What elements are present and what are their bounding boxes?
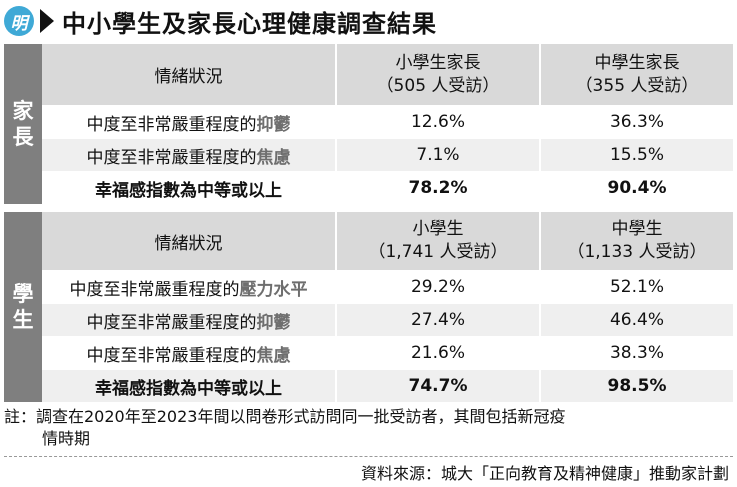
students-side-label: 學 生 — [4, 212, 42, 402]
newspaper-logo: 明 — [4, 6, 34, 36]
col-b-name: 中學生家長 — [594, 52, 680, 73]
row-value-a: 74.7% — [335, 370, 539, 402]
row-value-b: 15.5% — [539, 139, 733, 171]
col-a-sample: （1,741 人受訪） — [368, 242, 508, 262]
row-value-a: 12.6% — [335, 106, 539, 138]
table-header-row: 情緒狀況 小學生 （1,741 人受訪） 中學生 （1,133 人受訪） — [42, 212, 733, 270]
row-label: 中度至非常嚴重程度的 焦慮 — [42, 337, 335, 369]
row-value-b: 36.3% — [539, 106, 733, 138]
col-a-name: 小學生 — [412, 219, 464, 239]
row-value-b: 46.4% — [539, 304, 733, 336]
row-label: 中度至非常嚴重程度的 抑鬱 — [42, 106, 335, 138]
page-title: 中小學生及家長心理健康調查結果 — [62, 9, 437, 38]
side-char: 長 — [12, 125, 34, 149]
divider — [4, 456, 733, 457]
row-label-emphasis: 焦慮 — [256, 147, 291, 168]
parents-side-label: 家 長 — [4, 44, 42, 204]
row-label-emphasis: 焦慮 — [256, 345, 291, 366]
col-a-name: 小學生家長 — [395, 52, 481, 73]
parents-table: 情緒狀況 小學生家長 （505 人受訪） 中學生家長 （355 人受訪） 中度至… — [42, 44, 733, 204]
table-row: 中度至非常嚴重程度的 焦慮 7.1% 15.5% — [42, 138, 733, 171]
parents-section: 家 長 情緒狀況 小學生家長 （505 人受訪） 中學生家長 （355 人受訪）… — [4, 44, 733, 204]
students-section: 學 生 情緒狀況 小學生 （1,741 人受訪） 中學生 （1,133 人受訪）… — [4, 212, 733, 402]
students-table: 情緒狀況 小學生 （1,741 人受訪） 中學生 （1,133 人受訪） 中度至… — [42, 212, 733, 402]
triangle-arrow-icon — [40, 9, 54, 33]
row-value-a: 78.2% — [335, 172, 539, 204]
row-value-b: 90.4% — [539, 172, 733, 204]
row-value-b: 38.3% — [539, 337, 733, 369]
row-label: 幸福感指數為中等或以上 — [95, 378, 282, 399]
col-b-name: 中學生 — [611, 219, 663, 239]
source-credit: 資料來源：城大「正向教育及精神健康」推動家計劃 — [360, 464, 729, 483]
row-value-b: 52.1% — [539, 271, 733, 303]
row-label: 幸福感指數為中等或以上 — [95, 180, 282, 201]
side-char: 家 — [12, 99, 34, 123]
table-row: 中度至非常嚴重程度的 抑鬱 27.4% 46.4% — [42, 303, 733, 336]
row-label-prefix: 中度至非常嚴重程度的 — [86, 114, 257, 135]
table-header-row: 情緒狀況 小學生家長 （505 人受訪） 中學生家長 （355 人受訪） — [42, 44, 733, 105]
footnote: 註：調查在2020年至2023年間以問卷形式訪問同一批受訪者，其間包括新冠疫 情… — [4, 406, 733, 450]
indicator-header: 情緒狀況 — [154, 233, 223, 254]
row-label-emphasis: 壓力水平 — [239, 279, 308, 300]
row-value-b: 98.5% — [539, 370, 733, 402]
row-label: 中度至非常嚴重程度的 焦慮 — [42, 139, 335, 171]
row-value-a: 29.2% — [335, 271, 539, 303]
row-label-emphasis: 抑鬱 — [256, 312, 291, 333]
col-a-header: 小學生 （1,741 人受訪） — [335, 212, 539, 270]
col-a-header: 小學生家長 （505 人受訪） — [335, 44, 539, 105]
col-b-header: 中學生家長 （355 人受訪） — [539, 44, 733, 105]
side-char: 生 — [12, 308, 34, 332]
row-label-prefix: 中度至非常嚴重程度的 — [86, 312, 257, 333]
row-label-prefix: 中度至非常嚴重程度的 — [86, 147, 257, 168]
side-char: 學 — [12, 282, 34, 306]
row-label-prefix: 中度至非常嚴重程度的 — [69, 279, 240, 300]
row-label-prefix: 中度至非常嚴重程度的 — [86, 345, 257, 366]
table-row: 幸福感指數為中等或以上 78.2% 90.4% — [42, 171, 733, 204]
table-row: 幸福感指數為中等或以上 74.7% 98.5% — [42, 369, 733, 402]
col-a-sample: （505 人受訪） — [376, 75, 500, 96]
row-value-a: 27.4% — [335, 304, 539, 336]
table-row: 中度至非常嚴重程度的 壓力水平 29.2% 52.1% — [42, 270, 733, 303]
table-row: 中度至非常嚴重程度的 焦慮 21.6% 38.3% — [42, 336, 733, 369]
footnote-line: 情時期 — [42, 429, 91, 448]
row-value-a: 7.1% — [335, 139, 539, 171]
row-label: 中度至非常嚴重程度的 抑鬱 — [42, 304, 335, 336]
row-label: 中度至非常嚴重程度的 壓力水平 — [42, 271, 335, 303]
col-b-header: 中學生 （1,133 人受訪） — [539, 212, 733, 270]
row-value-a: 21.6% — [335, 337, 539, 369]
indicator-header: 情緒狀況 — [154, 67, 223, 87]
header: 明 中小學生及家長心理健康調查結果 — [4, 4, 733, 38]
col-b-sample: （355 人受訪） — [575, 75, 699, 96]
footnote-line: 註：調查在2020年至2023年間以問卷形式訪問同一批受訪者，其間包括新冠疫 — [4, 407, 566, 426]
col-b-sample: （1,133 人受訪） — [567, 242, 707, 262]
row-label-emphasis: 抑鬱 — [256, 114, 291, 135]
table-row: 中度至非常嚴重程度的 抑鬱 12.6% 36.3% — [42, 105, 733, 138]
